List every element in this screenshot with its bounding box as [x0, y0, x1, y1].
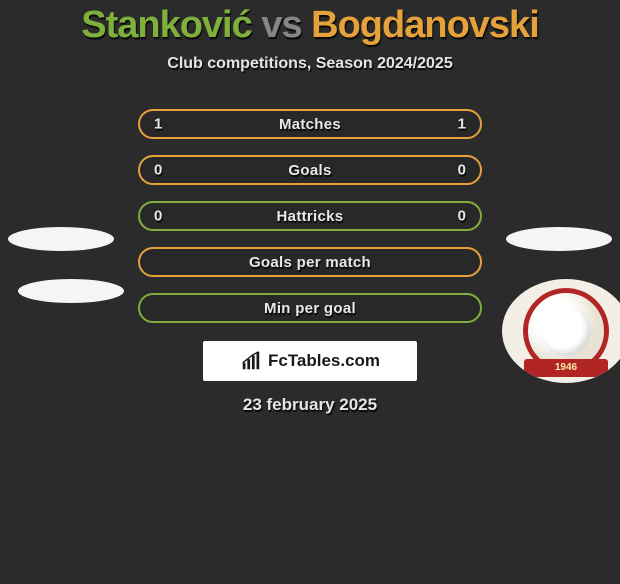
stat-label: Matches	[279, 116, 341, 133]
club-badge-ribbon: 1946	[524, 359, 608, 377]
stat-value-left: 0	[154, 208, 162, 225]
comparison-card: Stanković vs Bogdanovski Club competitio…	[0, 4, 620, 415]
attribution-badge: FcTables.com	[203, 341, 417, 381]
stat-row: Min per goal	[0, 285, 620, 331]
stat-pill: Min per goal	[138, 293, 482, 323]
stat-label: Goals per match	[249, 254, 371, 271]
stat-row: 0 Goals 0	[0, 147, 620, 193]
stat-pill: 0 Hattricks 0	[138, 201, 482, 231]
player2-name: Bogdanovski	[311, 4, 539, 46]
stat-pill: Goals per match	[138, 247, 482, 277]
stat-row: 1 Matches 1	[0, 101, 620, 147]
stat-value-right: 0	[458, 162, 466, 179]
stat-label: Goals	[288, 162, 331, 179]
stat-label: Hattricks	[277, 208, 344, 225]
stat-row: Goals per match	[0, 239, 620, 285]
stat-row: 0 Hattricks 0	[0, 193, 620, 239]
stat-pill: 1 Matches 1	[138, 109, 482, 139]
stat-value-left: 0	[154, 162, 162, 179]
stats-area: 1946 1Matches10Goals00Hattricks0Goals pe…	[0, 101, 620, 331]
stat-value-right: 1	[458, 116, 466, 133]
date-text: 23 february 2025	[0, 395, 620, 415]
stat-pill: 0 Goals 0	[138, 155, 482, 185]
vs-separator: vs	[261, 4, 301, 46]
player1-name: Stanković	[81, 4, 252, 46]
stat-value-left: 1	[154, 116, 162, 133]
stat-value-right: 0	[458, 208, 466, 225]
attribution-text: FcTables.com	[268, 351, 380, 371]
bar-chart-icon	[240, 350, 262, 372]
title: Stanković vs Bogdanovski	[0, 4, 620, 47]
stat-label: Min per goal	[264, 300, 356, 317]
subtitle: Club competitions, Season 2024/2025	[0, 55, 620, 73]
